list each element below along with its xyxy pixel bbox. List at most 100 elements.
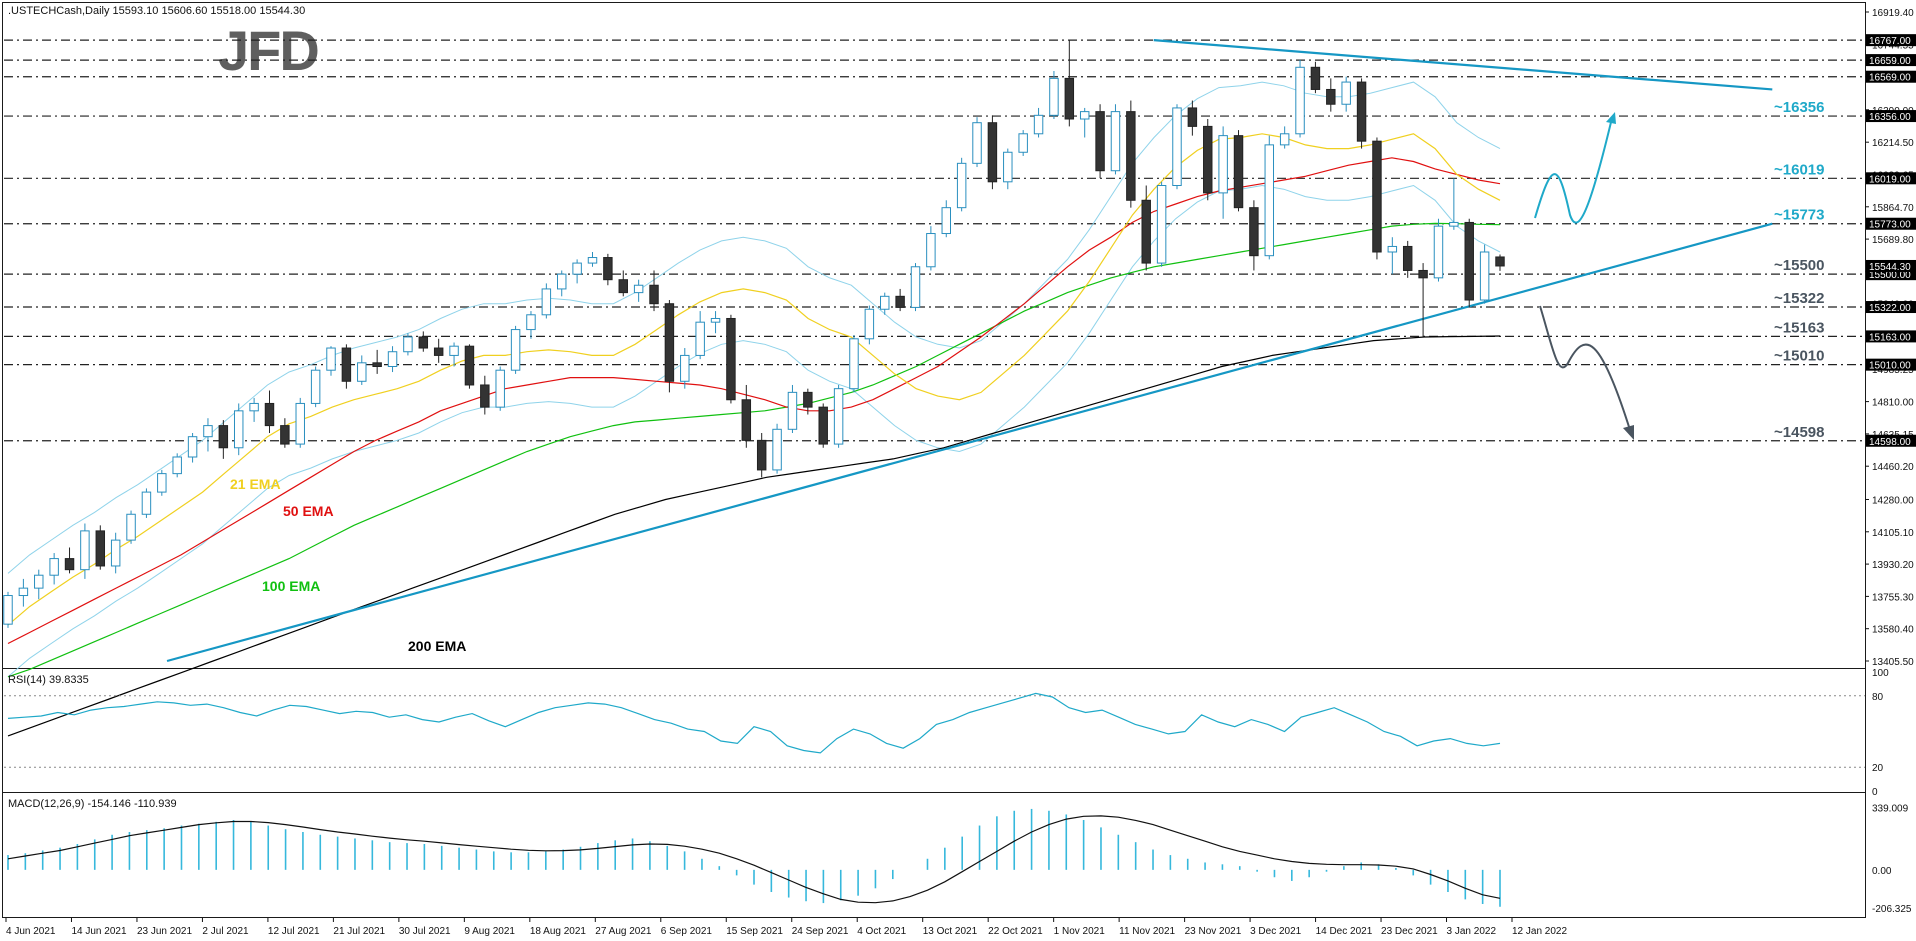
date-axis-tick-label: 23 Jun 2021 bbox=[137, 926, 192, 936]
bollinger-upper bbox=[7, 81, 1501, 574]
level-annotation: ~16356 bbox=[1774, 99, 1824, 116]
level-price-box bbox=[1866, 54, 1916, 67]
candle-body bbox=[649, 284, 659, 305]
candle-body bbox=[818, 406, 828, 445]
date-axis-tick-label: 14 Dec 2021 bbox=[1316, 926, 1373, 936]
bollinger-lower bbox=[7, 184, 1501, 678]
level-price-box bbox=[1866, 217, 1916, 230]
level-annotation: ~14598 bbox=[1774, 424, 1824, 441]
candle-body bbox=[387, 351, 398, 368]
macd-label: MACD(12,26,9) -154.146 -110.939 bbox=[8, 798, 177, 810]
candle-body bbox=[18, 587, 29, 597]
candle-body bbox=[1495, 256, 1505, 267]
candle-body bbox=[941, 207, 951, 235]
trendline-resistance bbox=[1153, 39, 1773, 91]
date-axis-tick-label: 22 Oct 2021 bbox=[988, 926, 1043, 936]
level-price-box bbox=[1866, 34, 1916, 47]
candle-body bbox=[633, 284, 644, 294]
level-price-box bbox=[1866, 330, 1916, 343]
candle-body bbox=[1172, 107, 1182, 187]
candle-body bbox=[1126, 111, 1136, 201]
candle-body bbox=[1387, 245, 1398, 253]
candle-body bbox=[1079, 111, 1090, 120]
candle-body bbox=[1433, 225, 1444, 279]
price-axis-tick-label: 13755.30 bbox=[1872, 592, 1914, 603]
candle-body bbox=[1341, 81, 1351, 105]
level-price-box-label: 15773.00 bbox=[1869, 220, 1911, 231]
level-annotation: ~15773 bbox=[1774, 207, 1824, 224]
candle-body bbox=[987, 122, 998, 183]
candle-body bbox=[772, 428, 782, 471]
level-annotation: ~16019 bbox=[1774, 161, 1824, 178]
candle-body bbox=[880, 295, 890, 310]
candle-body bbox=[480, 384, 490, 408]
candle-body bbox=[1203, 125, 1213, 194]
level-price-box-label: 14598.00 bbox=[1869, 437, 1911, 448]
date-axis-tick-label: 3 Dec 2021 bbox=[1250, 926, 1302, 936]
candle-body bbox=[110, 539, 121, 567]
candle-body bbox=[1464, 221, 1474, 301]
date-axis-tick-label: 2 Jul 2021 bbox=[202, 926, 249, 936]
level-price-box-label: 15010.00 bbox=[1869, 361, 1911, 372]
candle-body bbox=[157, 473, 167, 493]
date-axis-tick-label: 14 Jun 2021 bbox=[71, 926, 126, 936]
macd-signal-line bbox=[7, 815, 1501, 904]
candle-body bbox=[1326, 88, 1336, 105]
date-axis-tick-label: 4 Oct 2021 bbox=[857, 926, 906, 936]
candle-body bbox=[741, 399, 752, 441]
macd-axis-tick-label: 0.00 bbox=[1872, 866, 1892, 877]
date-axis-tick-label: 21 Jul 2021 bbox=[333, 926, 385, 936]
candle-body bbox=[249, 402, 259, 412]
current-price-box bbox=[1866, 259, 1916, 272]
rsi-line bbox=[7, 692, 1501, 754]
ema-label: 21 EMA bbox=[230, 476, 281, 492]
level-price-box-label: 16019.00 bbox=[1869, 174, 1911, 185]
symbol-header: .USTECHCash,Daily 15593.10 15606.60 1551… bbox=[8, 5, 305, 17]
candle-body bbox=[1449, 221, 1459, 227]
price-axis-tick-label: 15689.80 bbox=[1872, 235, 1914, 246]
date-axis-tick-label: 23 Dec 2021 bbox=[1381, 926, 1438, 936]
candle-body bbox=[218, 425, 229, 449]
level-price-box bbox=[1866, 301, 1916, 314]
level-price-box bbox=[1866, 434, 1916, 447]
macd-axis-tick-label: 339.009 bbox=[1872, 803, 1909, 814]
bearish-scenario-arrow bbox=[1539, 305, 1631, 431]
rsi-axis-tick-label: 0 bbox=[1872, 787, 1878, 798]
candle-body bbox=[1310, 66, 1321, 90]
candle-body bbox=[310, 369, 321, 404]
candle-body bbox=[1187, 107, 1198, 127]
candle-body bbox=[664, 303, 675, 382]
date-axis-tick-label: 3 Jan 2022 bbox=[1447, 926, 1497, 936]
date-axis-tick-label: 13 Oct 2021 bbox=[923, 926, 978, 936]
bearish-arrow-head bbox=[1623, 425, 1634, 440]
candle-body bbox=[1218, 135, 1228, 194]
candle-body bbox=[526, 314, 536, 331]
candle-body bbox=[756, 439, 767, 471]
candle-body bbox=[1479, 251, 1490, 301]
date-axis-tick-label: 27 Aug 2021 bbox=[595, 926, 652, 936]
candle-body bbox=[203, 425, 213, 438]
level-price-box bbox=[1866, 358, 1916, 371]
candle-body bbox=[433, 347, 444, 356]
candle-body bbox=[3, 595, 13, 625]
candle-body bbox=[187, 436, 198, 458]
price-axis-tick-label: 14105.10 bbox=[1872, 528, 1914, 539]
date-axis-tick-label: 24 Sep 2021 bbox=[792, 926, 849, 936]
ema-label: 50 EMA bbox=[283, 503, 334, 519]
candle-body bbox=[603, 257, 613, 281]
rsi-axis-tick-label: 20 bbox=[1872, 763, 1884, 774]
candle-body bbox=[787, 391, 798, 430]
level-price-box-label: 15163.00 bbox=[1869, 332, 1911, 343]
date-axis-tick-label: 1 Nov 2021 bbox=[1054, 926, 1106, 936]
candle-body bbox=[280, 425, 290, 445]
level-price-box-label: 16356.00 bbox=[1869, 112, 1911, 123]
price-axis-tick-label: 13930.20 bbox=[1872, 560, 1914, 571]
candle-body bbox=[403, 336, 413, 353]
candle-body bbox=[1356, 81, 1367, 142]
candle-body bbox=[1141, 199, 1151, 264]
date-axis-tick-label: 11 Nov 2021 bbox=[1119, 926, 1175, 936]
candle-body bbox=[956, 162, 967, 209]
price-axis-tick-label: 15864.70 bbox=[1872, 203, 1914, 214]
